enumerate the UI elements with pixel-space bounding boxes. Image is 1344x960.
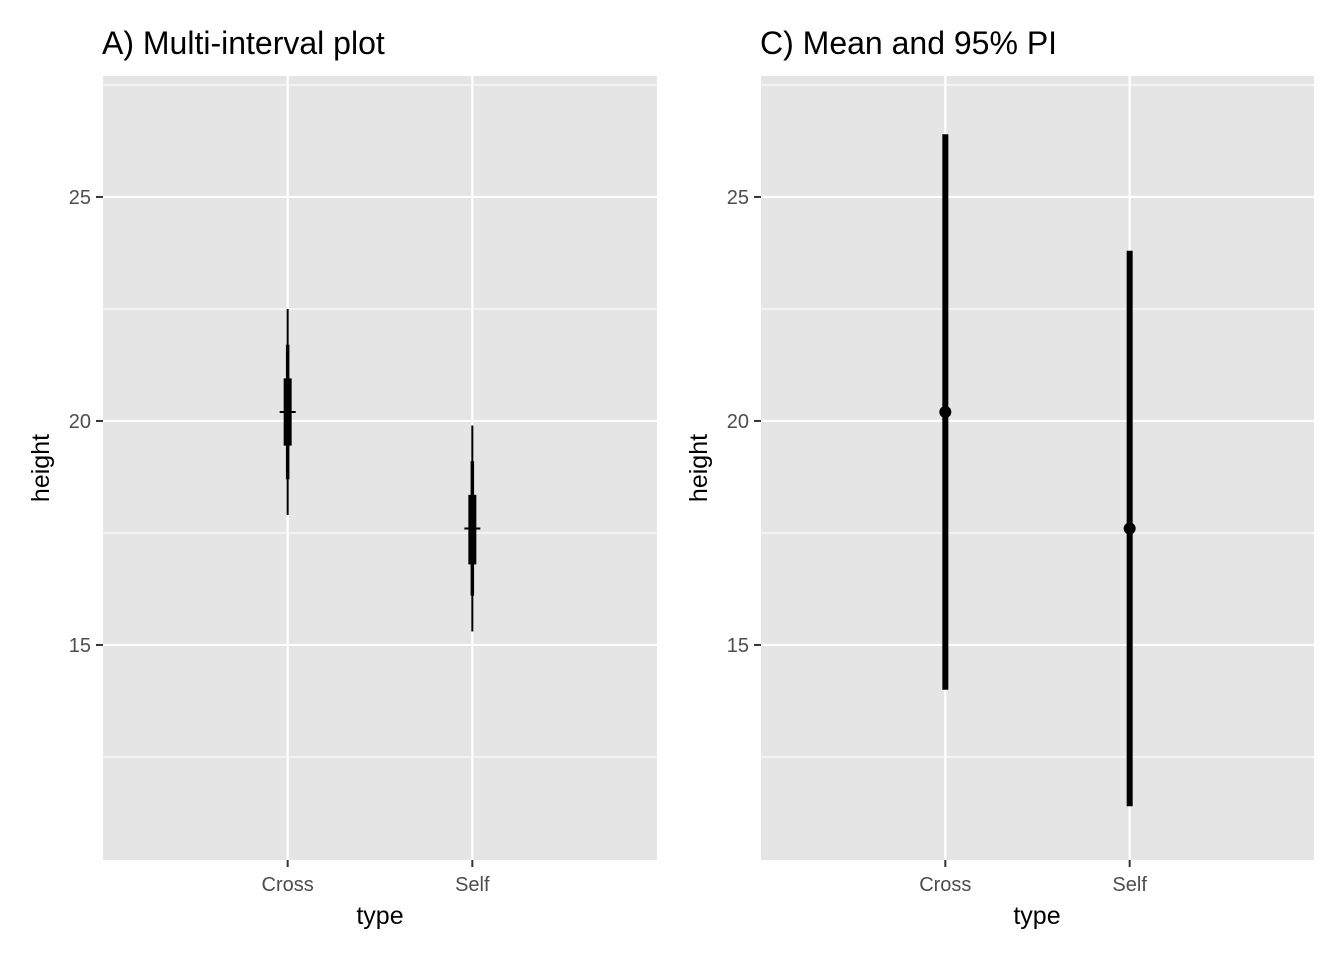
x-axis: Cross Self <box>919 860 1147 896</box>
x-axis: Cross Self <box>262 860 490 896</box>
plot-area <box>761 76 1314 860</box>
x-axis-title: type <box>356 902 403 930</box>
plot-title: C) Mean and 95% PI <box>760 25 1057 61</box>
y-tick-label: 15 <box>69 635 91 657</box>
x-tick-label: Self <box>1112 874 1147 896</box>
y-tick-label: 25 <box>69 187 91 209</box>
x-tick-label: Self <box>455 874 490 896</box>
mean-point <box>1123 522 1136 535</box>
x-tick-label: Cross <box>919 874 971 896</box>
panel-mean-pi: C) Mean and 95% PI 15 20 25 Cross Self type… <box>685 25 1314 930</box>
interval-marks <box>939 134 1136 807</box>
plot-title: A) Multi-interval plot <box>102 25 385 61</box>
y-axis: 15 20 25 <box>69 187 103 657</box>
y-tick-label: 15 <box>727 635 749 657</box>
mean-point <box>939 406 952 418</box>
y-axis-title: height <box>27 434 55 502</box>
y-tick-label: 20 <box>69 411 91 433</box>
y-axis-title: height <box>685 434 713 502</box>
y-tick-label: 25 <box>727 187 749 209</box>
y-tick-label: 20 <box>727 411 749 433</box>
y-axis: 15 20 25 <box>727 187 761 657</box>
plot-area <box>103 76 657 860</box>
x-tick-label: Cross <box>262 874 314 896</box>
x-axis-title: type <box>1013 902 1060 930</box>
interval-marks <box>279 308 481 632</box>
